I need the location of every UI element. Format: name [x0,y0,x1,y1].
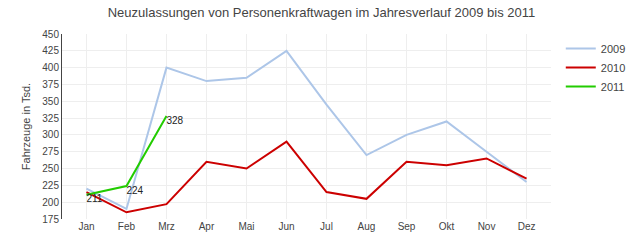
svg-text:Mai: Mai [238,221,254,232]
svg-text:224: 224 [126,185,143,196]
svg-text:Jun: Jun [278,221,294,232]
svg-text:225: 225 [42,180,59,191]
svg-text:2010: 2010 [601,62,625,74]
svg-text:Aug: Aug [358,221,376,232]
svg-text:Dez: Dez [518,221,536,232]
svg-text:425: 425 [42,45,59,56]
svg-text:Okt: Okt [439,221,455,232]
svg-text:2011: 2011 [601,81,625,93]
svg-text:Feb: Feb [118,221,136,232]
svg-text:450: 450 [42,29,59,40]
svg-text:325: 325 [42,113,59,124]
svg-text:275: 275 [42,146,59,157]
svg-text:250: 250 [42,163,59,174]
svg-text:350: 350 [42,96,59,107]
svg-text:328: 328 [166,115,183,126]
svg-text:Jul: Jul [320,221,333,232]
svg-text:175: 175 [42,214,59,225]
svg-text:2009: 2009 [601,43,625,55]
svg-text:300: 300 [42,129,59,140]
svg-text:375: 375 [42,79,59,90]
svg-text:Neuzulassungen von Personenkra: Neuzulassungen von Personenkraftwagen im… [108,5,536,20]
svg-text:Apr: Apr [199,221,215,232]
svg-text:400: 400 [42,62,59,73]
svg-text:211: 211 [86,193,102,204]
svg-text:Jan: Jan [78,221,94,232]
svg-text:Sep: Sep [398,221,416,232]
svg-text:200: 200 [42,197,59,208]
svg-text:Mrz: Mrz [158,221,175,232]
svg-text:Nov: Nov [478,221,496,232]
svg-text:Fahrzeuge in Tsd.: Fahrzeuge in Tsd. [20,83,32,170]
